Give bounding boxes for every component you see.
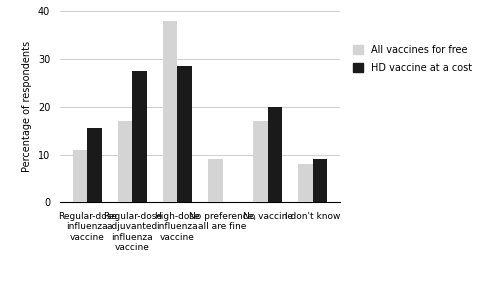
Bar xyxy=(298,164,313,202)
Bar xyxy=(132,71,146,202)
Bar xyxy=(208,159,222,202)
Y-axis label: Percentage of respondents: Percentage of respondents xyxy=(22,41,32,172)
Bar xyxy=(178,66,192,202)
Bar xyxy=(87,128,102,202)
Legend: All vaccines for free, HD vaccine at a cost: All vaccines for free, HD vaccine at a c… xyxy=(354,45,472,72)
Bar xyxy=(72,150,87,202)
Bar xyxy=(118,121,132,202)
Bar xyxy=(254,121,268,202)
Bar xyxy=(268,107,282,202)
Bar xyxy=(163,21,178,202)
Bar xyxy=(313,159,328,202)
